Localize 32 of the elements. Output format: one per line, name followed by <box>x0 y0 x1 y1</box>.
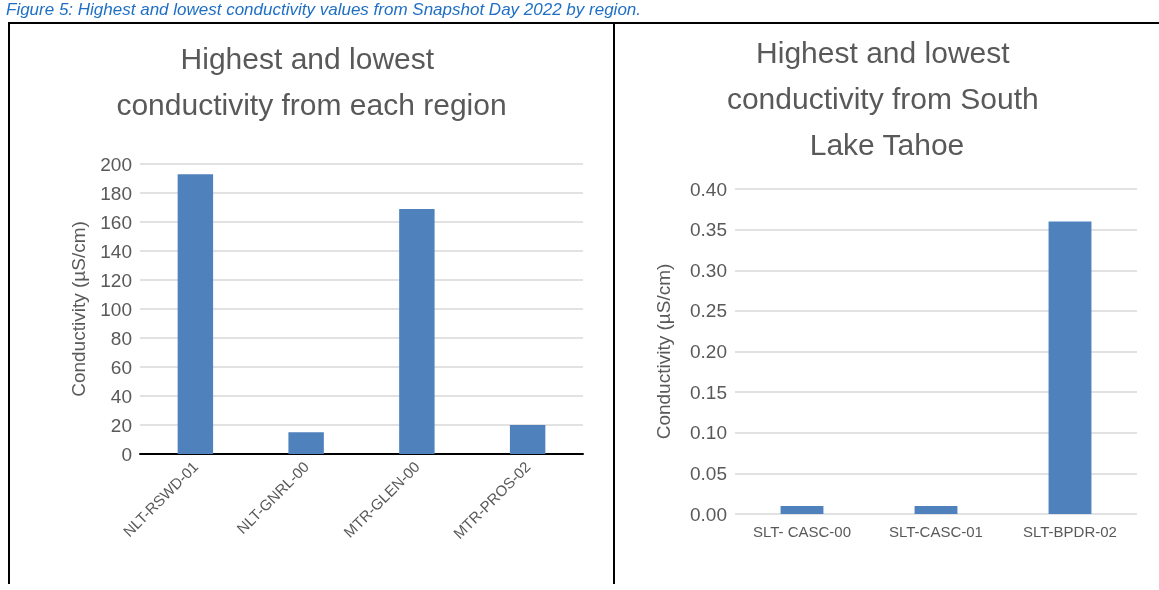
y-tick-label: 0 <box>121 443 132 465</box>
y-tick-label: 0.00 <box>690 503 727 525</box>
y-tick-label: 0.35 <box>690 219 727 241</box>
caption: Figure 5: Highest and lowest conductivity values from Snapshot Day 2022 by region. <box>5 0 642 21</box>
y-axis-title: Conductivity (µS/cm) <box>653 263 674 440</box>
y-tick-label: 0.20 <box>690 341 727 362</box>
y-tick-label: 0.25 <box>690 300 727 322</box>
y-tick-label: 0.05 <box>690 462 727 484</box>
bar <box>288 432 324 454</box>
y-tick-label: 0.30 <box>690 259 727 281</box>
y-tick-label: 160 <box>100 211 132 233</box>
chart-title: Highest and lowest conductivity from South Lake Tahoe <box>726 35 1048 161</box>
y-tick-label: 0.15 <box>690 381 727 403</box>
bar <box>177 174 214 454</box>
y-tick-label: 80 <box>110 327 132 349</box>
x-tick-label: SLT- CASC-00 <box>752 523 852 540</box>
y-tick-label: 40 <box>110 385 132 407</box>
chart-title: Highest and lowest conductivity from each region <box>116 41 507 121</box>
y-tick-label: 200 <box>100 153 132 175</box>
y-tick-label: 140 <box>100 240 132 262</box>
bar <box>509 425 546 454</box>
x-tick-label: SLT-BPDR-02 <box>1023 523 1117 540</box>
y-tick-label: 60 <box>110 356 132 378</box>
y-tick-label: 0.40 <box>690 178 727 200</box>
bar <box>399 208 435 454</box>
y-tick-label: 120 <box>100 269 132 291</box>
y-tick-label: 20 <box>110 414 132 436</box>
y-tick-label: 0.10 <box>690 422 727 444</box>
x-tick-label: SLT-CASC-01 <box>889 523 983 540</box>
y-tick-label: 100 <box>100 298 132 320</box>
y-axis-title: Conductivity (µS/cm) <box>68 221 89 397</box>
y-tick-label: 180 <box>100 182 132 204</box>
